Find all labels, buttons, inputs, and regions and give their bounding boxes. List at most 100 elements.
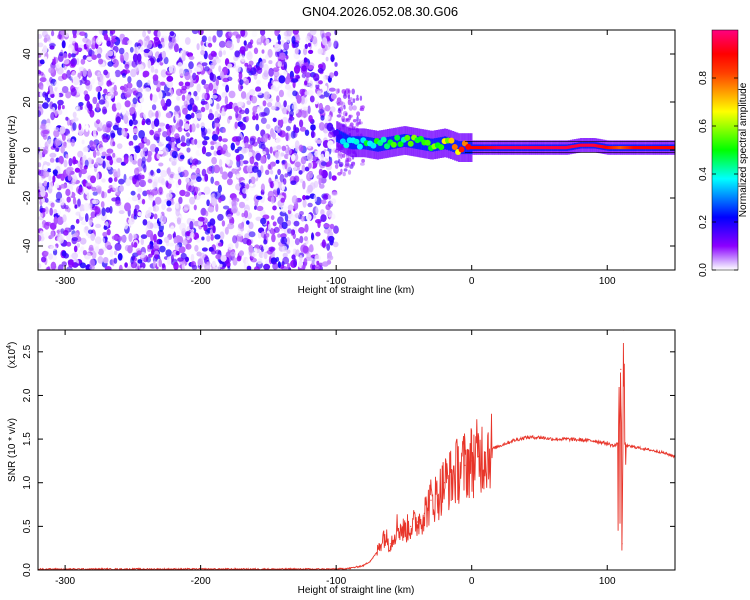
spectrogram-noise-cell	[328, 131, 334, 138]
spectrogram-noise-cell	[320, 214, 327, 223]
spectrogram-noise-cell	[308, 162, 312, 169]
snr-axes: -300 -200 -100 0 100 0.0 0.5 1.0 1.5 2.0 2.5	[22, 330, 675, 587]
spectrogram-noise-cell	[256, 205, 264, 212]
spectrogram-noise-cell	[101, 151, 107, 156]
spectrogram-noise-cell	[200, 194, 206, 199]
spectrogram-noise-cell	[349, 97, 353, 101]
snr-data-point	[538, 436, 541, 438]
spectrogram-noise-cell	[57, 264, 64, 270]
spectrogram-noise-cell	[90, 175, 96, 184]
spectrogram-noise-cell	[107, 165, 111, 170]
y-tick-label: -40	[22, 238, 33, 253]
spectrogram-noise-cell	[106, 155, 113, 161]
spectrogram-noise-cell	[202, 140, 208, 146]
spectrogram-noise-cell	[323, 223, 330, 228]
spectrogram-noise-cell	[306, 257, 314, 262]
spectrogram-noise-cell	[70, 88, 77, 97]
spectrogram-noise-cell	[94, 206, 101, 215]
spectrogram-noise-cell	[347, 169, 352, 175]
spectrogram-noise-cell	[325, 115, 330, 121]
spectrogram-noise-cell	[273, 226, 280, 233]
spectrogram-noise-cell	[104, 266, 112, 270]
spectrogram-noise-cell	[141, 120, 145, 126]
spectrogram-noise-cell	[278, 89, 284, 98]
spectrogram-noise-cell	[291, 78, 298, 83]
spectrogram-noise-cell	[273, 70, 280, 78]
spectrogram-noise-cell	[270, 105, 277, 111]
spectrogram-noise-cell	[97, 91, 101, 101]
spectrogram-noise-cell	[73, 245, 78, 253]
spectrogram-noise-cell	[269, 146, 273, 154]
spectrogram-noise-cell	[42, 102, 49, 109]
spectrogram-noise-cell	[211, 260, 216, 268]
signal-track-point	[424, 139, 431, 146]
spectrogram-noise-cell	[77, 198, 81, 207]
spectrogram-noise-cell	[120, 92, 126, 100]
spectrogram-noise-cell	[101, 237, 106, 244]
spectrogram-noise-cell	[118, 178, 125, 185]
spectrogram-noise-cell	[256, 91, 263, 96]
spectrogram-noise-cell	[112, 58, 119, 68]
spectrogram-noise-cell	[237, 231, 244, 237]
spectrogram-noise-cell	[336, 114, 342, 118]
spectrogram-noise-cell	[196, 251, 202, 257]
y-tick-label: 1.0	[22, 475, 33, 489]
spectrogram-noise-cell	[119, 33, 125, 39]
spectrogram-noise-cell	[127, 218, 135, 225]
snr-data-point	[627, 445, 629, 447]
spectrogram-noise-cell	[65, 188, 71, 196]
spectrogram-noise-cell	[225, 158, 230, 165]
spectrogram-noise-cell	[211, 120, 216, 129]
spectrogram-noise-cell	[66, 196, 71, 203]
spectrogram-noise-cell	[143, 136, 148, 143]
spectrogram-noise-cell	[294, 161, 301, 168]
spectrogram-noise-cell	[53, 209, 58, 214]
spectrogram-noise-cell	[174, 133, 180, 139]
spectrogram-noise-cell	[333, 70, 339, 77]
spectrogram-noise-cell	[95, 223, 102, 229]
spectrogram-noise-cell	[238, 201, 246, 209]
spectrogram-noise-cell	[129, 107, 136, 114]
spectrogram-noise-cell	[298, 77, 306, 84]
spectrogram-noise-cell	[39, 205, 43, 214]
spectrogram-noise-cell	[169, 136, 176, 143]
spectrogram-noise-cell	[188, 55, 195, 61]
spectrogram-noise-cell	[218, 135, 223, 142]
spectrogram-noise-cell	[96, 119, 101, 125]
spectrogram-noise-cell	[208, 255, 215, 262]
spectrogram-noise-cell	[348, 114, 353, 118]
spectrogram-noise-cell	[44, 145, 49, 155]
snr-scale-label: (x104)	[6, 342, 18, 369]
spectrogram-noise-cell	[201, 127, 208, 136]
spectrogram-noise-cell	[173, 173, 181, 180]
spectrogram-noise-cell	[250, 176, 256, 185]
spectrogram-noise-cell	[211, 134, 219, 141]
spectrogram-noise-cell	[263, 239, 268, 245]
spectrogram-noise-cell	[70, 224, 75, 230]
spectrogram-noise-cell	[315, 139, 323, 144]
spectrogram-noise-cell	[214, 234, 221, 240]
spectrogram-noise-cell	[142, 190, 148, 197]
spectrogram-noise-cell	[246, 220, 250, 225]
spectrogram-noise-cell	[287, 262, 291, 269]
spectrogram-noise-cell	[150, 56, 157, 64]
spectrogram-noise-cell	[49, 152, 57, 158]
spectrogram-noise-cell	[42, 45, 48, 54]
spectrogram-noise-cell	[155, 110, 159, 119]
spectrogram-noise-cell	[196, 123, 200, 129]
spectrogram-noise-cell	[181, 94, 186, 102]
spectrogram-noise-cell	[243, 135, 249, 145]
spectrogram-noise-cell	[277, 216, 284, 225]
spectrogram-noise-cell	[206, 128, 212, 135]
spectrogram-noise-cell	[329, 223, 335, 230]
spectrogram-noise-cell	[274, 30, 280, 37]
spectrogram-noise-cell	[178, 196, 183, 205]
spectrogram-noise-cell	[171, 161, 177, 166]
spectrogram-noise-cell	[232, 31, 239, 36]
spectrogram-noise-cell	[278, 75, 286, 84]
spectrogram-noise-cell	[342, 171, 346, 177]
spectrogram-noise-cell	[277, 168, 281, 176]
spectrogram-noise-cell	[252, 115, 256, 121]
spectrogram-noise-cell	[149, 222, 154, 229]
spectrogram-noise-cell	[39, 213, 43, 219]
